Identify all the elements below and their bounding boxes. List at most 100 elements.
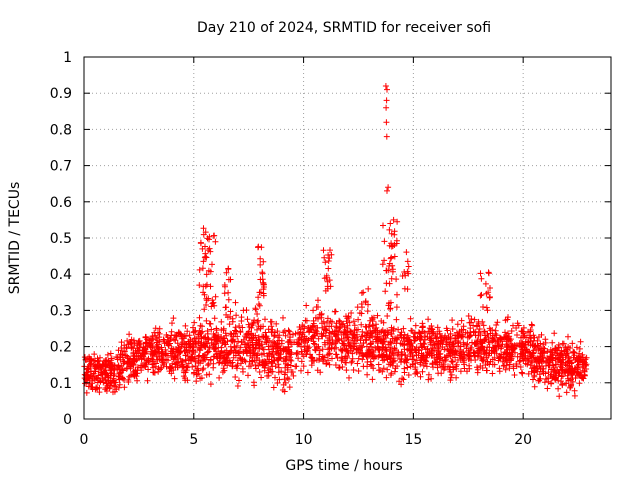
data-point <box>286 384 293 391</box>
data-point <box>260 346 267 353</box>
data-point <box>308 354 315 361</box>
data-point <box>257 289 264 296</box>
data-point <box>384 86 390 93</box>
data-point <box>457 368 464 375</box>
data-point <box>477 270 484 277</box>
data-point <box>485 270 492 277</box>
data-point <box>419 368 426 375</box>
data-point <box>149 344 156 351</box>
data-point <box>389 335 396 342</box>
data-point <box>308 362 315 369</box>
data-point <box>186 332 193 339</box>
data-point <box>342 329 349 335</box>
data-point <box>295 336 302 343</box>
data-point <box>205 267 212 274</box>
data-point <box>391 345 398 352</box>
data-point <box>449 317 456 324</box>
data-point <box>394 218 401 225</box>
data-point <box>211 346 218 353</box>
data-point <box>272 374 278 381</box>
data-point <box>560 340 567 347</box>
data-point <box>400 325 407 332</box>
data-point <box>446 348 453 355</box>
y-tick-label: 0.3 <box>50 303 72 319</box>
data-point <box>427 335 434 342</box>
data-point <box>489 370 496 377</box>
data-point <box>298 367 304 374</box>
data-point <box>204 328 211 334</box>
data-point <box>227 330 234 337</box>
data-point <box>380 343 387 350</box>
data-point <box>436 359 443 366</box>
data-point <box>399 375 406 382</box>
data-point <box>425 316 432 323</box>
data-point <box>280 345 287 352</box>
data-point <box>295 355 302 362</box>
data-point <box>341 338 348 344</box>
data-point <box>428 375 435 382</box>
data-point <box>387 361 394 368</box>
data-point <box>325 265 332 272</box>
data-point <box>195 367 202 374</box>
data-point <box>490 344 497 351</box>
data-point <box>104 351 111 358</box>
data-point <box>487 294 493 300</box>
data-point <box>405 263 412 270</box>
data-point <box>167 335 174 342</box>
data-point <box>296 340 303 346</box>
data-point <box>391 228 398 235</box>
data-point <box>144 377 151 384</box>
data-point <box>251 357 258 364</box>
data-point <box>350 367 357 373</box>
data-point <box>407 315 414 322</box>
data-point <box>241 341 248 348</box>
data-point <box>398 349 405 355</box>
data-point <box>312 346 318 353</box>
data-point <box>203 340 210 347</box>
data-point <box>541 379 548 386</box>
data-point <box>178 335 185 342</box>
data-point <box>182 369 189 376</box>
data-point <box>168 370 175 377</box>
data-point <box>477 292 484 299</box>
data-point <box>375 346 382 353</box>
data-point <box>288 341 295 348</box>
data-point <box>503 342 510 349</box>
data-point <box>471 316 478 323</box>
data-point <box>483 304 490 311</box>
data-point <box>269 326 276 333</box>
data-point <box>119 374 126 381</box>
data-point <box>370 355 377 362</box>
data-point <box>331 308 338 315</box>
data-point <box>326 345 333 352</box>
data-point <box>546 356 553 363</box>
data-point <box>205 360 212 367</box>
data-point <box>508 328 515 334</box>
data-point <box>351 332 358 339</box>
data-point <box>344 334 351 341</box>
data-point <box>438 335 445 342</box>
data-point <box>97 378 104 385</box>
data-point <box>576 350 583 357</box>
data-point <box>206 236 212 243</box>
data-point <box>206 371 213 378</box>
data-point <box>271 333 277 340</box>
data-point <box>476 326 483 332</box>
data-point <box>173 332 180 339</box>
data-point <box>460 354 467 361</box>
data-point <box>199 328 206 335</box>
data-point <box>408 340 415 346</box>
data-point <box>342 353 349 360</box>
data-point <box>115 363 122 370</box>
data-point <box>164 334 171 340</box>
data-point <box>328 323 335 330</box>
data-point <box>405 372 412 378</box>
data-point <box>443 325 450 332</box>
data-point <box>346 342 353 349</box>
data-point <box>527 327 534 333</box>
data-point <box>383 346 389 353</box>
y-tick-label: 0 <box>63 412 72 428</box>
data-point <box>233 312 240 319</box>
data-point <box>171 375 178 382</box>
data-point <box>329 318 335 325</box>
